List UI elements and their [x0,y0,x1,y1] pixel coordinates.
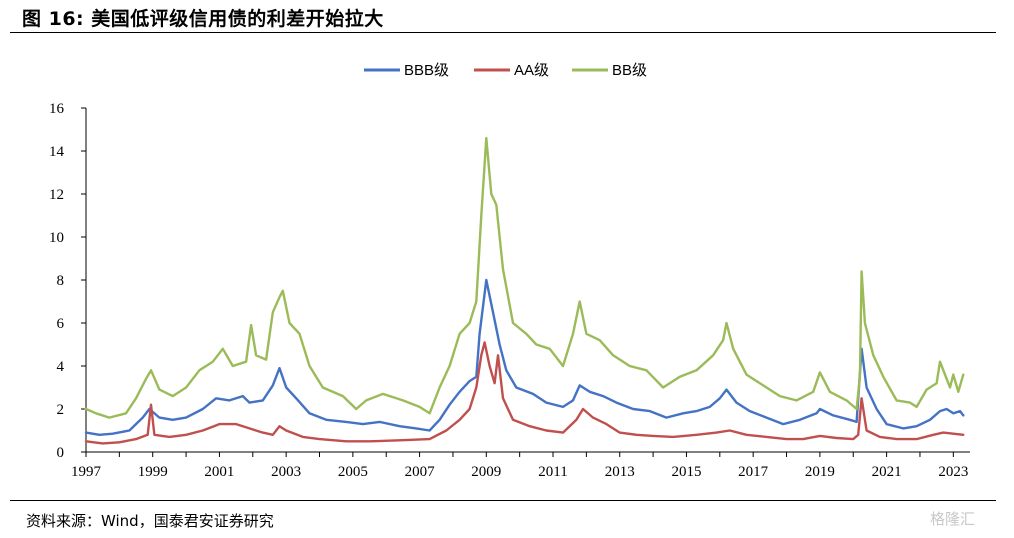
x-tick-label: 1997 [71,464,102,480]
series-line-0 [84,278,965,436]
y-tick-label: 16 [49,101,65,117]
y-tick-label: 8 [57,273,65,289]
x-tick-label: 2013 [605,464,635,480]
x-tick-label: 2015 [671,464,701,480]
watermark-logo: 格隆汇 [930,510,976,528]
y-tick-label: 4 [57,359,65,375]
y-tick-label: 2 [57,402,65,418]
y-tick-label: 14 [49,144,65,160]
y-tick-label: 12 [49,187,64,203]
bottom-rule [10,500,996,501]
chart-legend: BBB级 AA级 BB级 [364,62,647,79]
x-tick-label: 1999 [138,464,168,480]
chart-series [84,136,965,445]
x-tick-label: 2021 [872,464,902,480]
x-tick-label: 2019 [805,464,835,480]
top-rule [10,32,996,33]
series-line-2 [84,136,965,419]
chart-axes: 0 2 4 6 8 10 12 14 16 1997 1999 2001 2003 2005 2007 200… [49,101,970,480]
line-chart: BBB级 AA级 BB级 0 2 4 6 8 10 12 14 16 1997 1999 2001 2003… [49,62,970,480]
x-tick-label: 2017 [738,464,769,480]
x-tick-label: 2001 [204,464,234,480]
legend-label-2: BB级 [612,62,647,79]
x-tick-label: 2009 [471,464,501,480]
legend-label-1: AA级 [514,62,549,79]
x-tick-label: 2007 [405,464,436,480]
y-tick-label: 0 [57,445,65,461]
y-tick-label: 10 [49,230,64,246]
series-line-1 [84,341,965,445]
figure-title: 图 16: 美国低评级信用债的利差开始拉大 [22,8,384,30]
legend-label-0: BBB级 [404,62,449,79]
source-note: 资料来源：Wind，国泰君安证券研究 [26,512,274,530]
x-tick-label: 2011 [538,464,567,480]
x-tick-label: 2005 [338,464,368,480]
y-tick-label: 6 [57,316,65,332]
x-tick-label: 2003 [271,464,301,480]
x-tick-label: 2023 [938,464,968,480]
